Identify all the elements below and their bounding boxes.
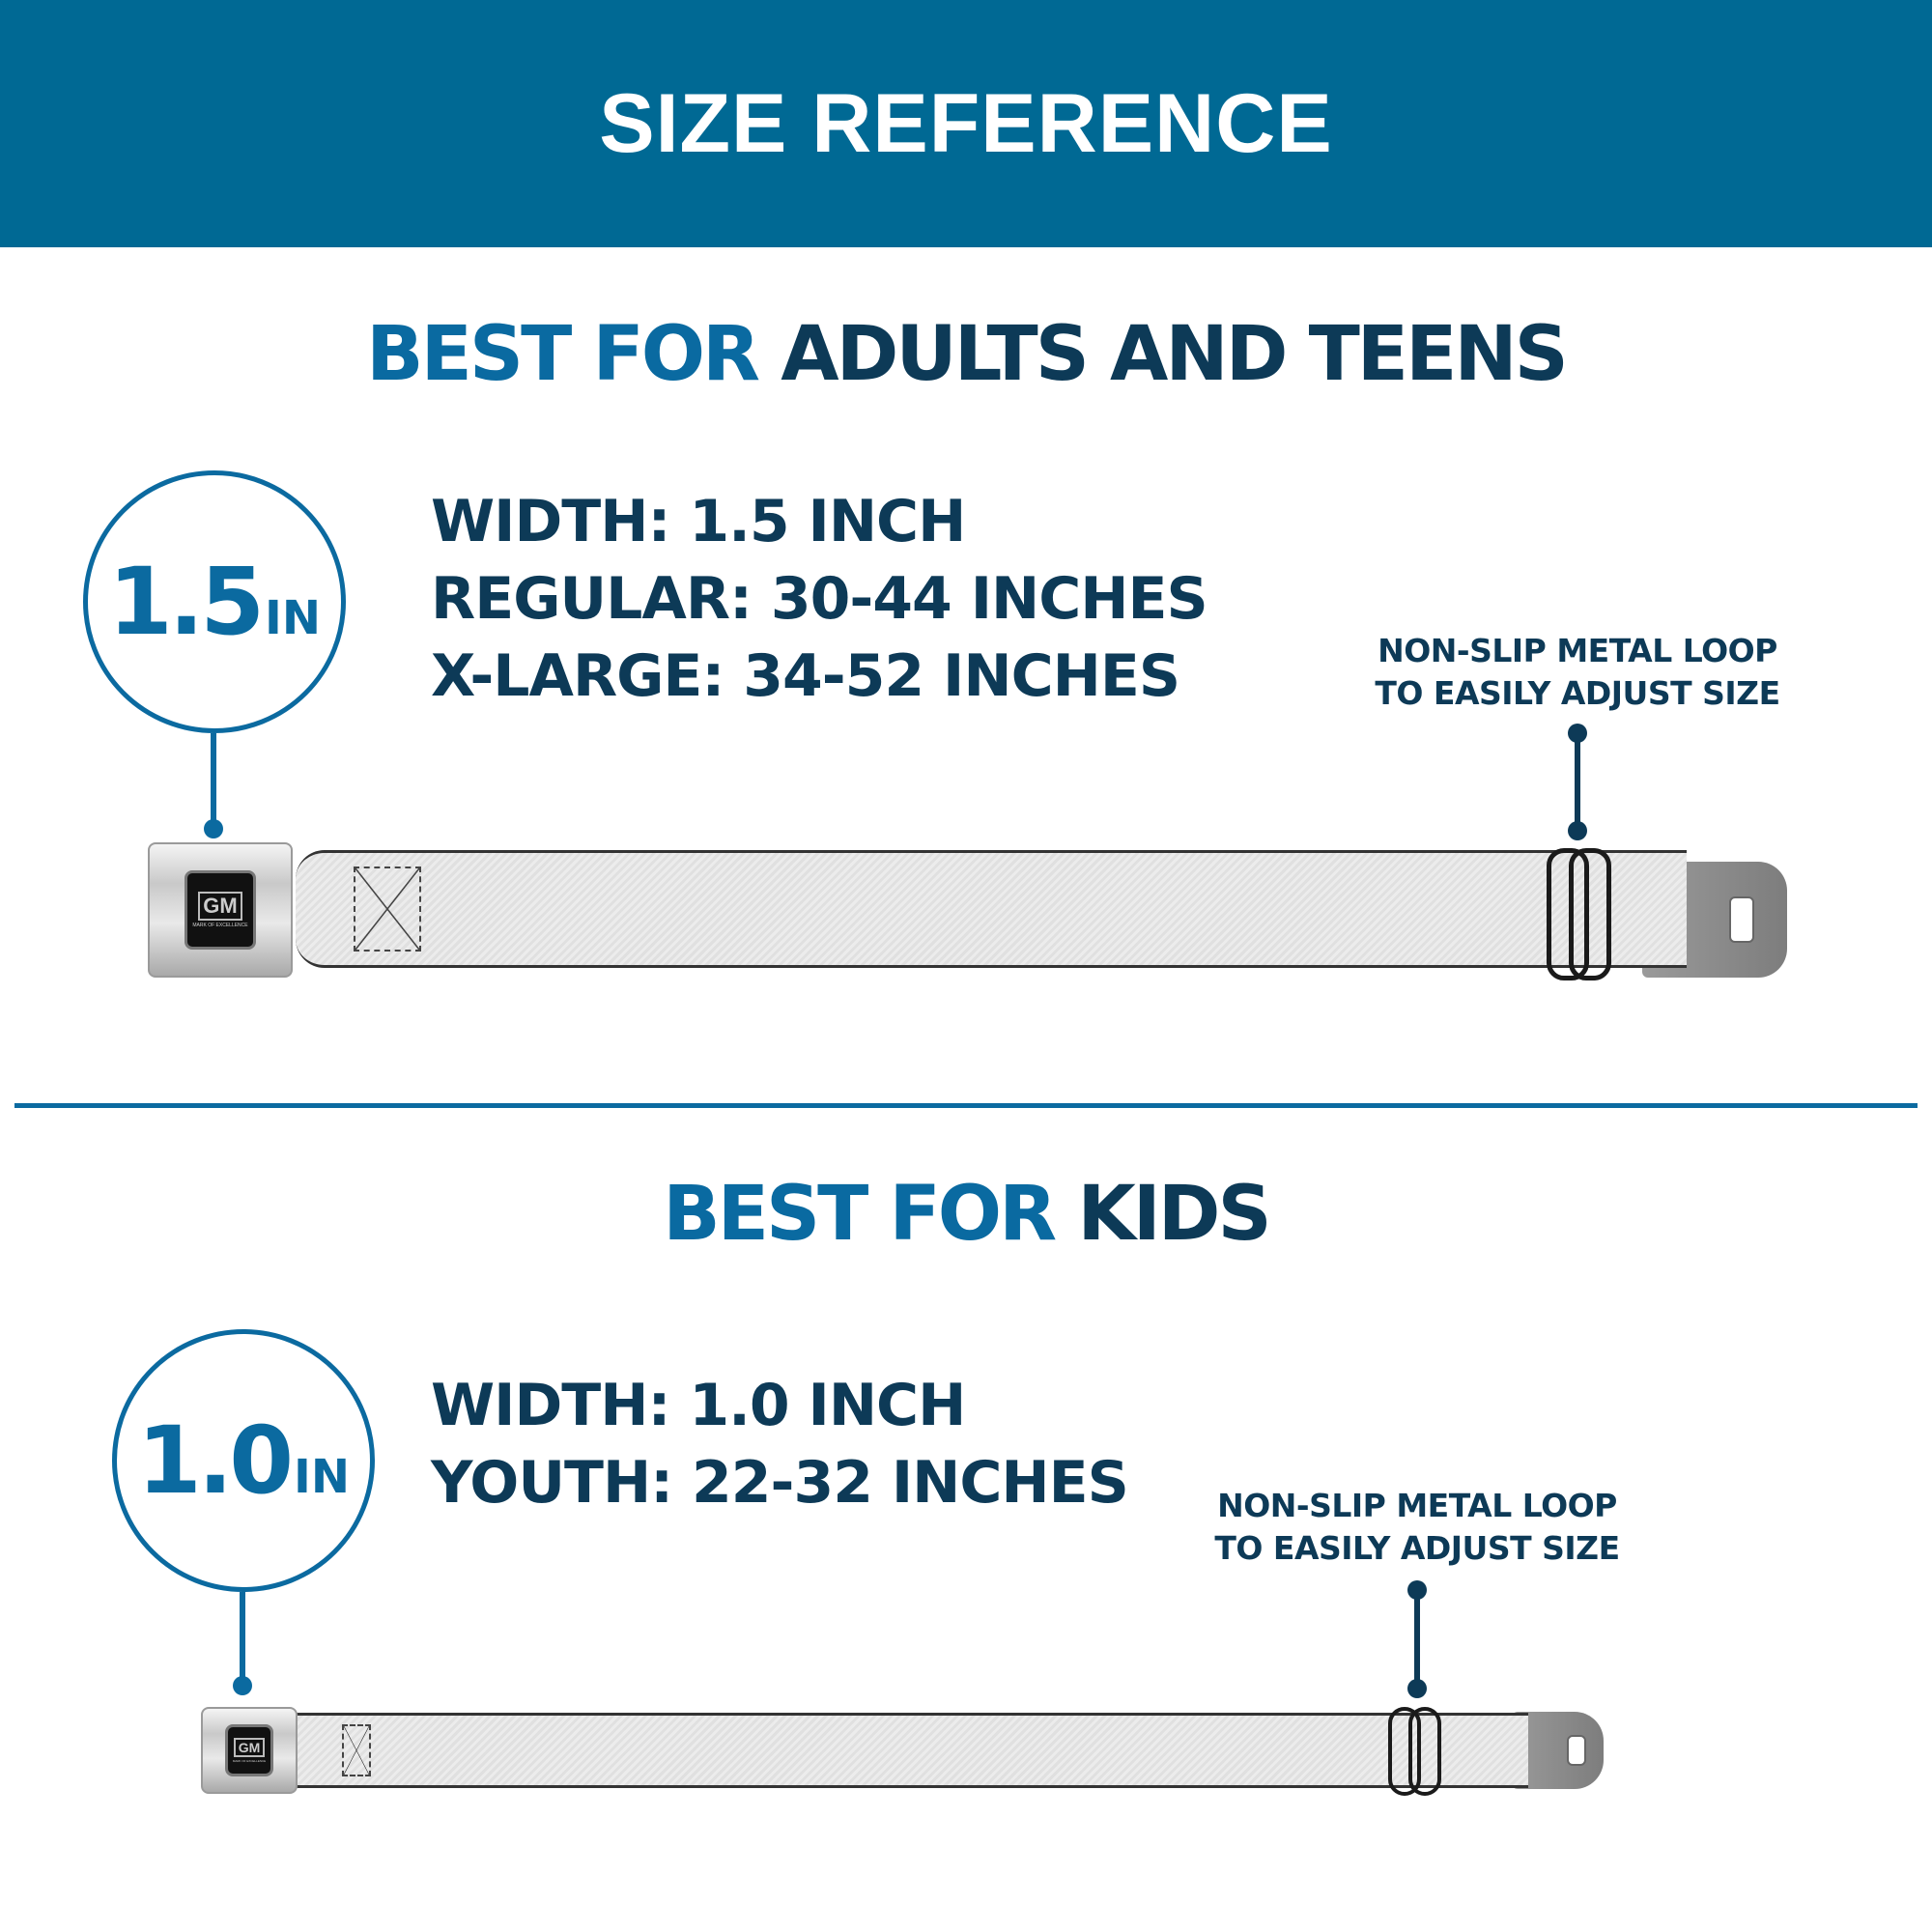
width-value: 1.5: [107, 548, 265, 656]
metal-loop: [1547, 848, 1589, 980]
badge-pointer-line: [240, 1592, 245, 1684]
heading-accent: BEST FOR: [366, 311, 760, 398]
callout-line-1: NON-SLIP METAL LOOP: [1217, 1487, 1617, 1524]
spec-regular: REGULAR: 30-44 INCHES: [431, 565, 1208, 633]
belt-strap: [296, 1713, 1528, 1788]
width-badge: 1.0 IN: [112, 1329, 375, 1592]
callout-line-2: TO EASILY ADJUST SIZE: [1214, 1529, 1620, 1567]
badge-pointer-dot: [204, 819, 223, 838]
header-banner: [0, 0, 1932, 247]
gm-brand: GM: [233, 1738, 266, 1757]
badge-pointer-line: [211, 733, 216, 825]
metal-loop: [1388, 1707, 1421, 1796]
width-unit: IN: [294, 1450, 351, 1504]
section-divider: [14, 1103, 1918, 1108]
width-badge: 1.5 IN: [83, 470, 346, 733]
spec-width: WIDTH: 1.5 INCH: [431, 488, 966, 555]
tongue-slot: [1729, 896, 1754, 943]
strap-stitching: [342, 1724, 371, 1776]
spec-xlarge: X-LARGE: 34-52 INCHES: [431, 642, 1180, 710]
spec-width: WIDTH: 1.0 INCH: [431, 1372, 966, 1439]
gm-buckle: GM MARK OF EXCELLENCE: [201, 1707, 298, 1794]
heading-accent: BEST FOR: [663, 1171, 1057, 1258]
spec-list: WIDTH: 1.5 INCH REGULAR: 30-44 INCHES X-…: [431, 483, 1208, 715]
strap-stitching: [354, 867, 421, 952]
heading-main: ADULTS AND TEENS: [781, 311, 1569, 398]
section-heading-kids: BEST FOR KIDS: [0, 1171, 1932, 1258]
gm-brand: GM: [198, 892, 242, 921]
gm-logo: GM MARK OF EXCELLENCE: [225, 1724, 273, 1776]
badge-pointer-dot: [233, 1676, 252, 1695]
belt-strap: [296, 850, 1687, 968]
heading-main: KIDS: [1077, 1171, 1271, 1258]
gm-buckle: GM MARK OF EXCELLENCE: [148, 842, 293, 978]
callout-dot-bottom: [1568, 821, 1587, 840]
page-title: SIZE REFERENCE: [599, 77, 1333, 170]
tongue-slot: [1567, 1735, 1586, 1766]
loop-callout: NON-SLIP METAL LOOP TO EASILY ADJUST SIZ…: [1336, 630, 1819, 715]
callout-line-2: TO EASILY ADJUST SIZE: [1375, 674, 1780, 712]
spec-list: WIDTH: 1.0 INCH YOUTH: 22-32 INCHES: [431, 1367, 1129, 1521]
metal-loop-back: [1569, 848, 1611, 980]
loop-callout: NON-SLIP METAL LOOP TO EASILY ADJUST SIZ…: [1176, 1485, 1659, 1570]
metal-loop-back: [1408, 1707, 1441, 1796]
gm-logo: GM MARK OF EXCELLENCE: [185, 870, 256, 950]
callout-dot-bottom: [1407, 1679, 1427, 1698]
gm-tagline: MARK OF EXCELLENCE: [192, 923, 248, 928]
width-unit: IN: [265, 591, 322, 645]
callout-pointer-line: [1575, 733, 1580, 830]
width-value: 1.0: [136, 1406, 294, 1515]
gm-tagline: MARK OF EXCELLENCE: [232, 1759, 267, 1763]
callout-line-1: NON-SLIP METAL LOOP: [1378, 632, 1777, 669]
section-heading-adults: BEST FOR ADULTS AND TEENS: [0, 311, 1932, 398]
spec-youth: YOUTH: 22-32 INCHES: [431, 1449, 1129, 1517]
callout-pointer-line: [1414, 1589, 1420, 1686]
